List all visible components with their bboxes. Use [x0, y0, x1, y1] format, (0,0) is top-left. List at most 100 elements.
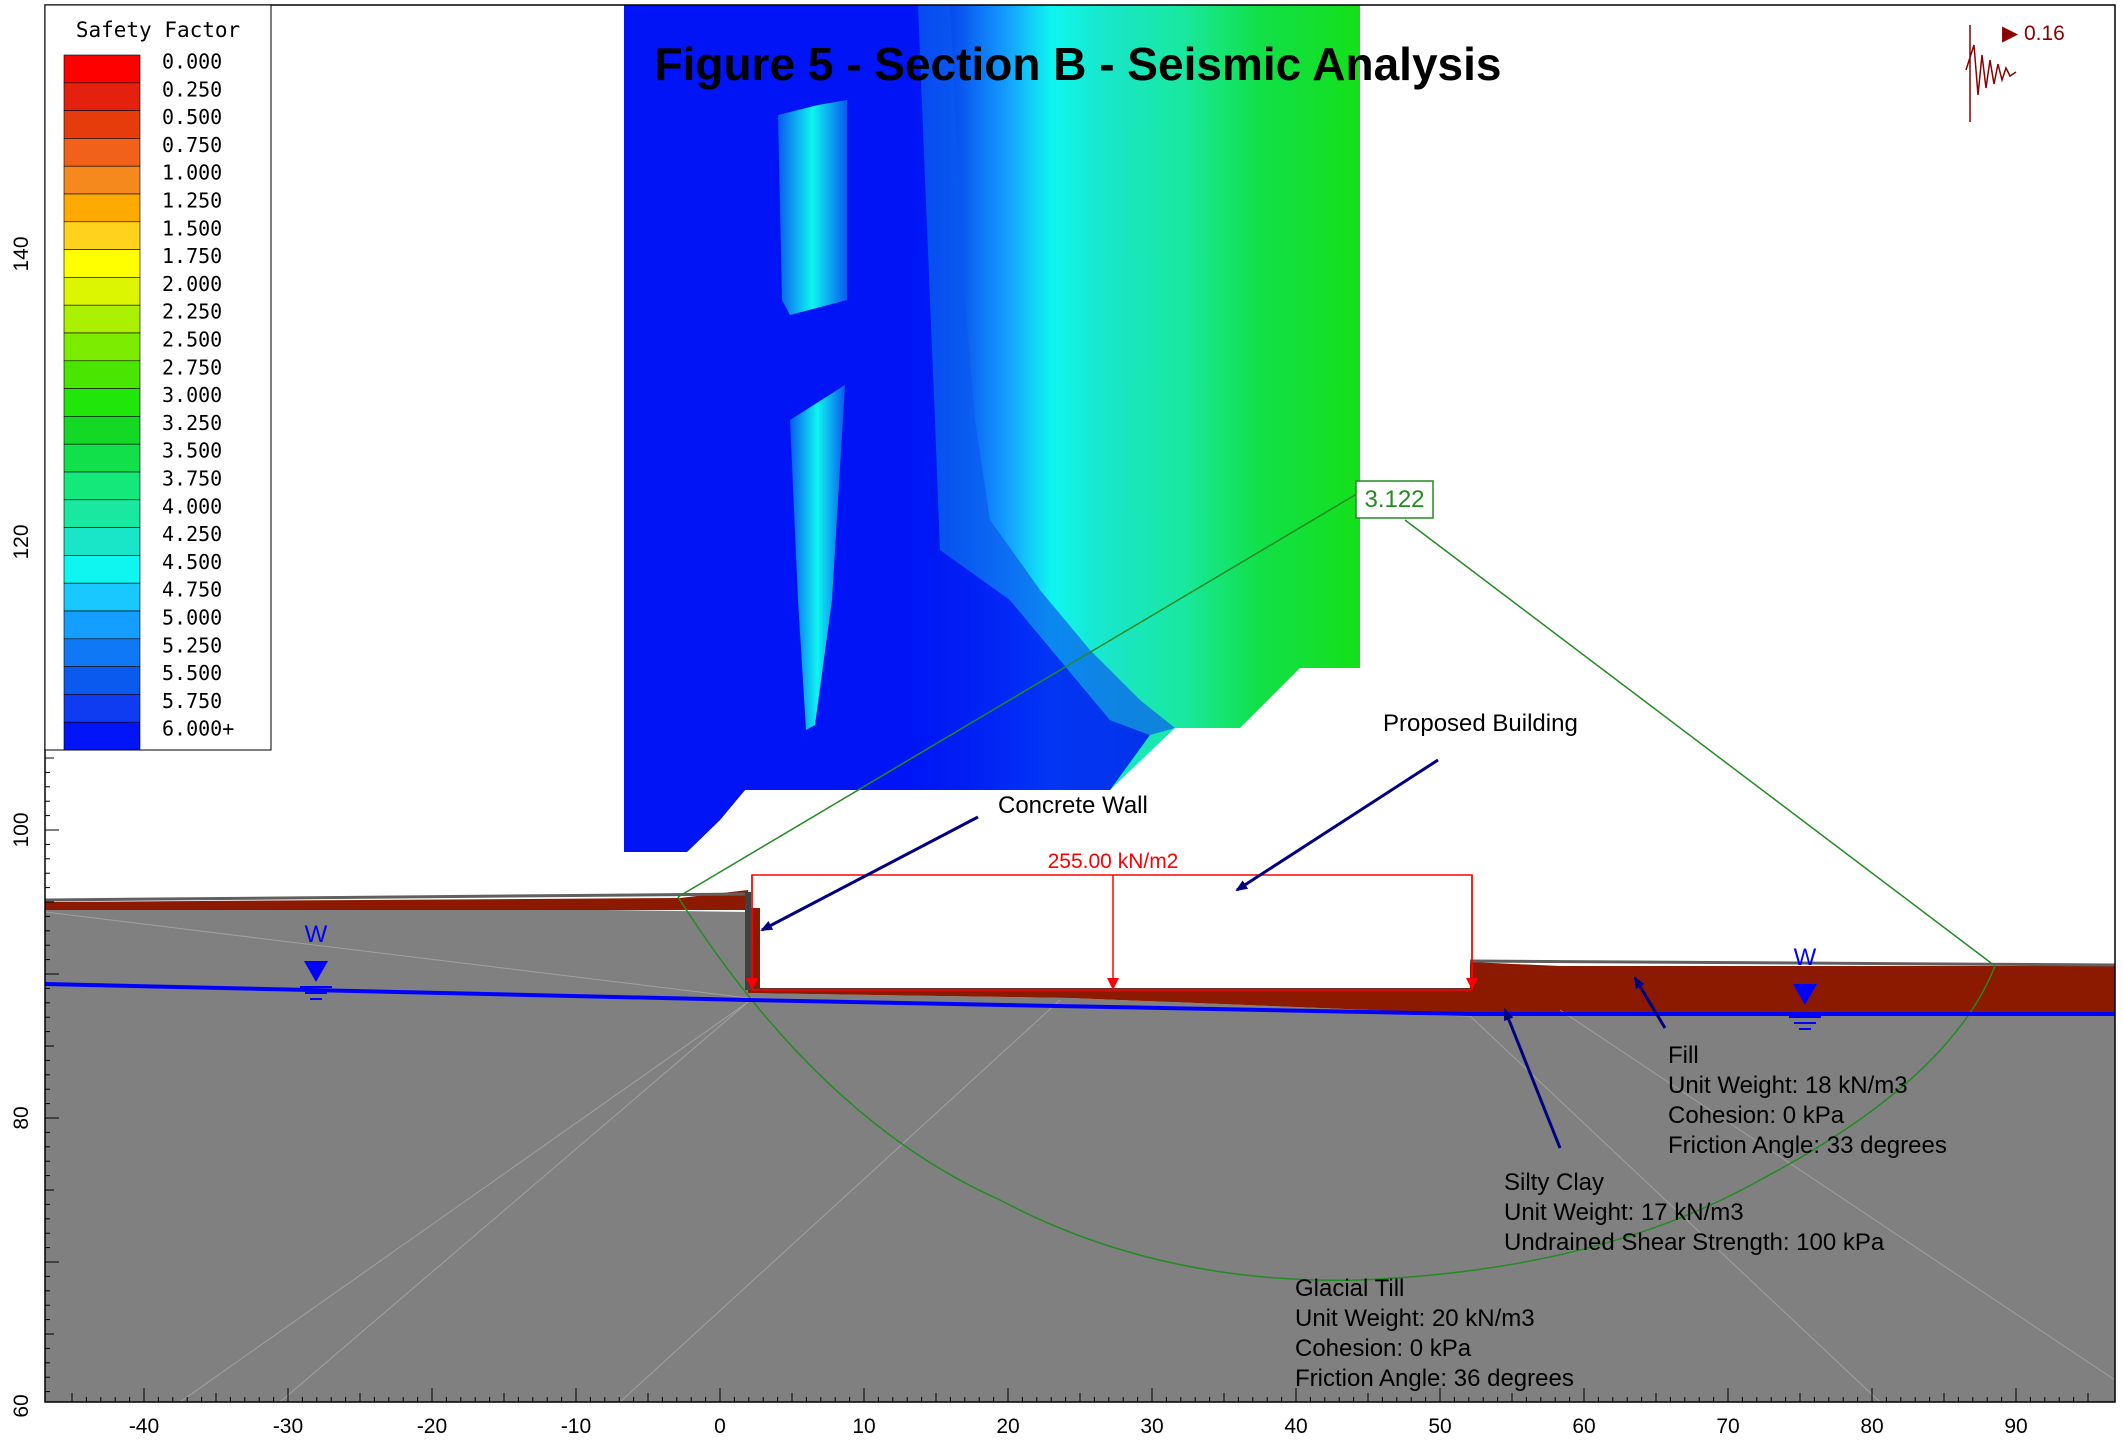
fill-material-line: Cohesion: 0 kPa — [1668, 1102, 1845, 1129]
legend-label: 5.250 — [162, 633, 222, 657]
legend-label: 2.500 — [162, 328, 222, 352]
slip-radius-right — [1404, 519, 1996, 967]
legend-swatch — [63, 360, 141, 389]
legend-entry: 6.000+ — [63, 717, 234, 751]
glacial-till-material-name: Glacial Till — [1295, 1275, 1404, 1302]
x-tick-label: 10 — [852, 1415, 875, 1438]
legend-label: 4.750 — [162, 578, 222, 602]
legend-swatch — [63, 443, 141, 473]
legend-swatch — [63, 721, 141, 751]
legend-label: 4.500 — [162, 550, 222, 574]
legend-entry: 0.750 — [63, 133, 222, 167]
legend-entry: 5.750 — [63, 689, 222, 723]
legend-entry: 3.750 — [63, 467, 222, 501]
soil-layers — [44, 890, 2116, 1403]
x-tick-label: -40 — [129, 1415, 159, 1438]
legend-swatch — [63, 165, 141, 195]
ground-surface-left — [44, 892, 749, 902]
slip-radius-left — [677, 491, 1361, 898]
y-axis: 140 120 100 80 60 — [10, 23, 59, 1418]
seismic-indicator: ▶ 0.16 — [1965, 22, 2065, 122]
legend-entry: 2.250 — [63, 300, 222, 334]
legend-label: 4.250 — [162, 522, 222, 546]
legend-label: 5.500 — [162, 661, 222, 685]
legend-label: 0.000 — [162, 50, 222, 74]
glacial-till-material-line: Friction Angle: 36 degrees — [1295, 1365, 1574, 1392]
load-arrow-left — [746, 978, 758, 990]
legend-swatch — [63, 193, 141, 223]
figure-title: Figure 5 - Section B - Seismic Analysis — [654, 38, 1501, 90]
legend-swatch — [63, 638, 141, 667]
x-tick-label: 0 — [714, 1415, 726, 1438]
y-tick-label: 100 — [10, 812, 33, 847]
fill-layer-right — [1470, 962, 2115, 1014]
x-tick-label: 80 — [1860, 1415, 1883, 1438]
legend-label: 6.000+ — [162, 717, 234, 741]
contour-notch — [870, 790, 1000, 852]
fill-material-line: Friction Angle: 33 degrees — [1668, 1132, 1947, 1159]
legend-entry: 3.500 — [63, 439, 222, 473]
callout-labels: Proposed Building Concrete Wall — [998, 710, 1578, 819]
legend-label: 1.750 — [162, 244, 222, 268]
safety-factor-contours — [624, 5, 1360, 852]
concrete-wall-arrow — [760, 815, 979, 932]
legend-label: 5.750 — [162, 689, 222, 713]
legend-entry: 1.250 — [63, 189, 222, 223]
building-load: 255.00 kN/m2 — [746, 850, 1478, 991]
legend-label: 3.750 — [162, 467, 222, 491]
legend-entry: 1.750 — [63, 244, 222, 278]
legend-entry: 1.000 — [63, 161, 222, 195]
water-table-marker-right: W — [1789, 944, 1821, 1030]
legend-entry: 5.000 — [63, 606, 222, 640]
glacial-till-material-line: Unit Weight: 20 kN/m3 — [1295, 1305, 1535, 1332]
legend-label: 1.500 — [162, 216, 222, 240]
glacial-till-material-line: Cohesion: 0 kPa — [1295, 1335, 1472, 1362]
load-arrow-right — [1466, 978, 1478, 990]
legend-swatch — [63, 555, 141, 584]
legend-entry: 4.500 — [63, 550, 222, 584]
water-table-line — [44, 982, 2115, 1016]
legend-entry: 3.250 — [63, 411, 222, 445]
water-table: W W — [44, 921, 2115, 1030]
y-tick-label: 140 — [10, 236, 33, 271]
slip-arc — [677, 896, 1996, 1282]
legend-label: 1.250 — [162, 189, 222, 213]
legend-entry: 5.500 — [63, 661, 222, 695]
silty-clay-arrow — [1503, 1008, 1562, 1149]
critical-slip-surface — [677, 491, 1996, 1282]
legend-swatch — [63, 416, 141, 445]
legend-swatch — [63, 499, 141, 528]
fill-arrow — [1633, 976, 1667, 1029]
legend-swatch — [63, 138, 141, 167]
fill-material-name: Fill — [1668, 1042, 1699, 1069]
y-tick-label: 80 — [10, 1106, 33, 1129]
legend-entry: 2.500 — [63, 328, 222, 362]
legend-entry: 0.250 — [63, 77, 222, 111]
x-tick-label: 70 — [1716, 1415, 1739, 1438]
load-label: 255.00 kN/m2 — [1048, 850, 1179, 873]
legend-label: 3.500 — [162, 439, 222, 463]
contour-band-mid — [918, 5, 1175, 735]
legend-swatch — [63, 249, 141, 278]
legend-entry: 5.250 — [63, 633, 222, 667]
load-box — [751, 874, 1473, 991]
legend-label: 0.750 — [162, 133, 222, 157]
silty-clay-material-line: Unit Weight: 17 kN/m3 — [1504, 1199, 1744, 1226]
critical-safety-factor-label: 3.122 — [1364, 486, 1424, 513]
material-labels: Fill Unit Weight: 18 kN/m3 Cohesion: 0 k… — [1295, 1042, 1947, 1392]
silty-clay-material-line: Undrained Shear Strength: 100 kPa — [1504, 1229, 1885, 1256]
legend-label: 0.250 — [162, 77, 222, 101]
legend-swatch — [63, 694, 141, 723]
legend-swatch — [63, 666, 141, 695]
legend-swatch — [63, 304, 141, 334]
legend-swatch — [63, 610, 141, 640]
legend-label: 2.000 — [162, 272, 222, 296]
legend-label: 3.250 — [162, 411, 222, 435]
y-tick-label: 60 — [10, 1394, 33, 1417]
legend-entry: 2.750 — [63, 355, 222, 389]
legend-swatch — [63, 332, 141, 362]
x-tick-label: 20 — [996, 1415, 1019, 1438]
silty-clay-material-name: Silty Clay — [1504, 1169, 1604, 1196]
legend-swatch — [63, 221, 141, 250]
